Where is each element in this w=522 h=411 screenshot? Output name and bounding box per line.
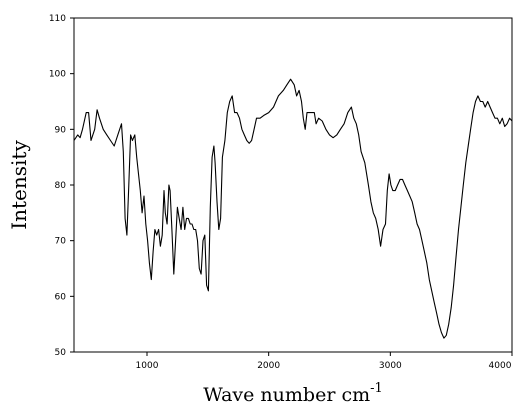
x-tick-label: 3000 xyxy=(379,361,402,371)
x-axis: 1000 2000 3000 4000 xyxy=(136,352,513,371)
x-tick-label: 1000 xyxy=(136,361,159,371)
x-tick-label: 2000 xyxy=(257,361,280,371)
x-axis-title: Wave number cm-1 xyxy=(203,381,383,406)
y-tick-label: 100 xyxy=(49,70,66,80)
y-axis: 50 60 70 80 90 100 110 xyxy=(49,14,74,358)
y-tick-label: 70 xyxy=(55,237,67,247)
x-axis-title-text: Wave number cm xyxy=(203,384,370,406)
x-axis-title-superscript: -1 xyxy=(370,381,383,396)
y-axis-title: Intensity xyxy=(7,140,31,230)
spectrum-line xyxy=(73,78,513,339)
y-tick-label: 50 xyxy=(55,348,67,358)
y-tick-label: 110 xyxy=(49,14,66,24)
y-tick-label: 60 xyxy=(55,292,67,302)
y-tick-label: 90 xyxy=(55,125,67,135)
x-tick-label: 4000 xyxy=(489,361,512,371)
y-tick-label: 80 xyxy=(55,181,67,191)
